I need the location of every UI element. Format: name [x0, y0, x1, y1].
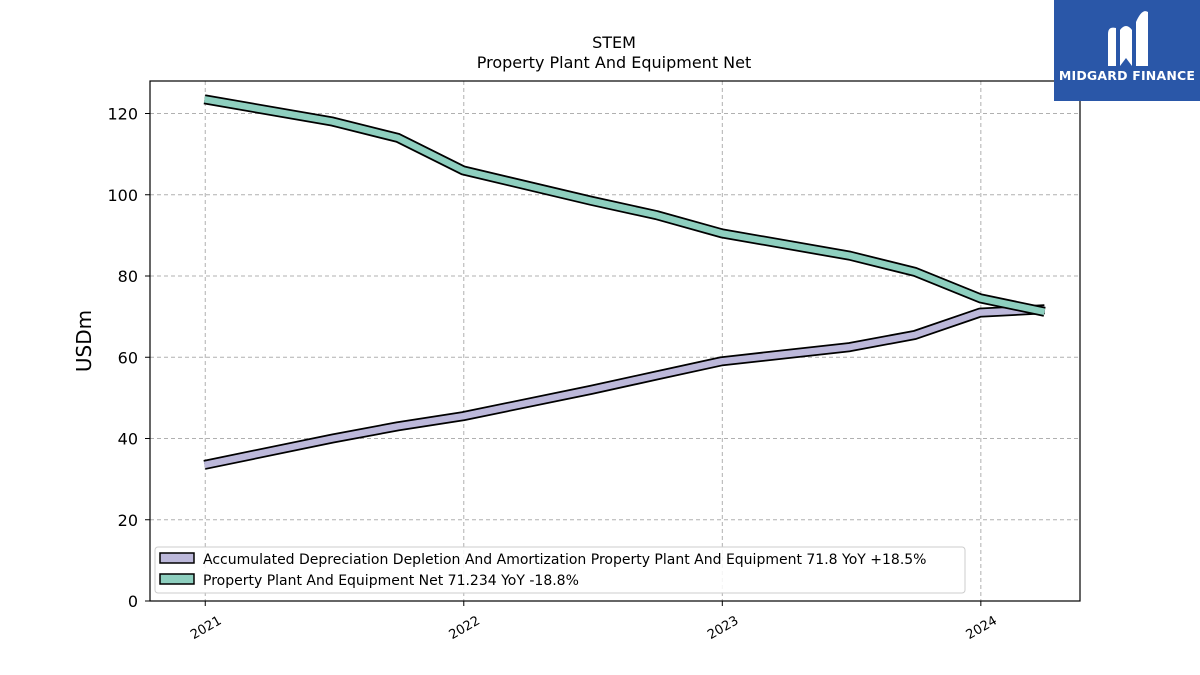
x-tick-label: 2024 [964, 613, 1000, 643]
series-lines [203, 94, 1046, 470]
x-tick-label: 2023 [705, 613, 741, 643]
y-tick-label: 80 [118, 267, 138, 286]
legend-label-ppe-net: Property Plant And Equipment Net 71.234 … [203, 573, 579, 589]
y-tick-label: 20 [118, 511, 138, 530]
series-line-ppe-net [203, 96, 1046, 315]
y-axis: 0 20 40 60 80 100 120 [107, 105, 150, 611]
legend: Accumulated Depreciation Depletion And A… [154, 546, 966, 594]
logo-text: MIDGARD FINANCE [1058, 68, 1196, 83]
x-tick-label: 2021 [188, 613, 224, 643]
series-line-accumulated-depreciation [203, 306, 1045, 469]
logo-mark-icon [1108, 11, 1148, 67]
legend-label-accumulated-depreciation: Accumulated Depreciation Depletion And A… [203, 552, 926, 568]
y-axis-label: USDm [72, 310, 96, 372]
legend-swatch-ppe-net [159, 573, 195, 585]
y-tick-label: 60 [118, 348, 138, 367]
y-tick-label: 100 [107, 186, 138, 205]
legend-box [154, 546, 966, 594]
x-tick-label: 2022 [447, 613, 483, 643]
chart-title: STEM [592, 33, 636, 52]
brand-logo: MIDGARD FINANCE [1054, 0, 1200, 101]
y-tick-label: 0 [128, 592, 138, 611]
chart-subtitle: Property Plant And Equipment Net [477, 53, 752, 72]
plot-frame [149, 80, 1081, 602]
y-tick-label: 120 [107, 105, 138, 124]
x-axis: 2021 2022 2023 2024 [188, 601, 1000, 643]
legend-swatch-accumulated-depreciation [159, 552, 195, 564]
grid [150, 81, 1080, 601]
y-tick-label: 40 [118, 430, 138, 449]
